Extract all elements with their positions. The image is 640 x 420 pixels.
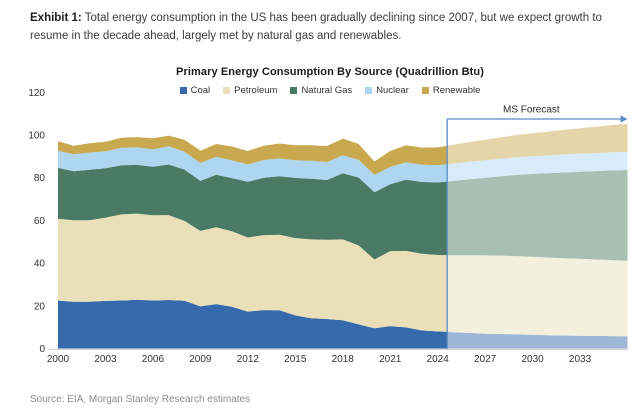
exhibit-caption: Exhibit 1: Total energy consumption in t… [30, 10, 614, 46]
legend-item-coal: Coal [179, 85, 211, 96]
legend-label-renewable: Renewable [432, 85, 481, 96]
x-tick-label: 2021 [379, 354, 402, 365]
x-tick-label: 2024 [427, 354, 450, 365]
x-tick-label: 2018 [332, 354, 355, 365]
y-tick-label: 20 [34, 301, 46, 312]
x-tick-label: 2006 [142, 354, 165, 365]
x-tick-label: 2030 [521, 354, 544, 365]
legend-item-renewable: Renewable [421, 85, 481, 96]
y-tick-label: 0 [39, 344, 45, 355]
y-tick-label: 100 [28, 131, 45, 142]
x-tick-label: 2003 [94, 354, 117, 365]
x-tick-label: 2033 [569, 354, 592, 365]
source-note: Source: EIA, Morgan Stanley Research est… [30, 394, 251, 405]
legend-item-petroleum: Petroleum [223, 85, 277, 96]
legend-label-nuclear: Nuclear [376, 85, 409, 96]
x-tick-label: 2000 [47, 354, 70, 365]
x-tick-label: 2012 [237, 354, 260, 365]
y-axis-labels: 0 20 40 60 80 100 120 [28, 88, 45, 355]
legend-item-nuclear: Nuclear [365, 85, 409, 96]
forecast-region: MS Forecast [446, 105, 628, 350]
area-nuclear [58, 146, 628, 193]
chart-legend: Coal Petroleum Natural Gas Nuclear Renewable [30, 85, 630, 96]
legend-swatch-natural-gas [290, 87, 298, 94]
y-tick-label: 80 [34, 173, 46, 184]
area-renewable [58, 123, 628, 175]
y-tick-label: 60 [34, 216, 46, 227]
y-tick-label: 40 [34, 259, 46, 270]
legend-swatch-coal [179, 87, 187, 94]
legend-swatch-nuclear [365, 87, 373, 94]
legend-label-natural-gas: Natural Gas [301, 85, 353, 96]
x-tick-label: 2009 [189, 354, 212, 365]
x-axis-labels: 2000 2003 2006 2009 2012 2015 2018 2021 2024 2027… [47, 354, 592, 365]
legend-swatch-petroleum [223, 87, 231, 94]
forecast-label: MS Forecast [503, 105, 560, 116]
y-tick-label: 120 [28, 88, 45, 99]
forecast-overlay [447, 119, 628, 350]
x-tick-label: 2015 [284, 354, 307, 365]
legend-swatch-renewable [421, 87, 429, 94]
exhibit-label: Exhibit 1: [30, 12, 82, 24]
x-tick-label: 2027 [474, 354, 497, 365]
legend-item-natural-gas: Natural Gas [290, 85, 352, 96]
exhibit-text: Total energy consumption in the US has b… [30, 12, 602, 42]
forecast-arrow-head-icon [620, 115, 628, 123]
legend-label-petroleum: Petroleum [234, 85, 278, 96]
legend-label-coal: Coal [190, 85, 211, 96]
chart-title: Primary Energy Consumption By Source (Qu… [176, 66, 484, 78]
